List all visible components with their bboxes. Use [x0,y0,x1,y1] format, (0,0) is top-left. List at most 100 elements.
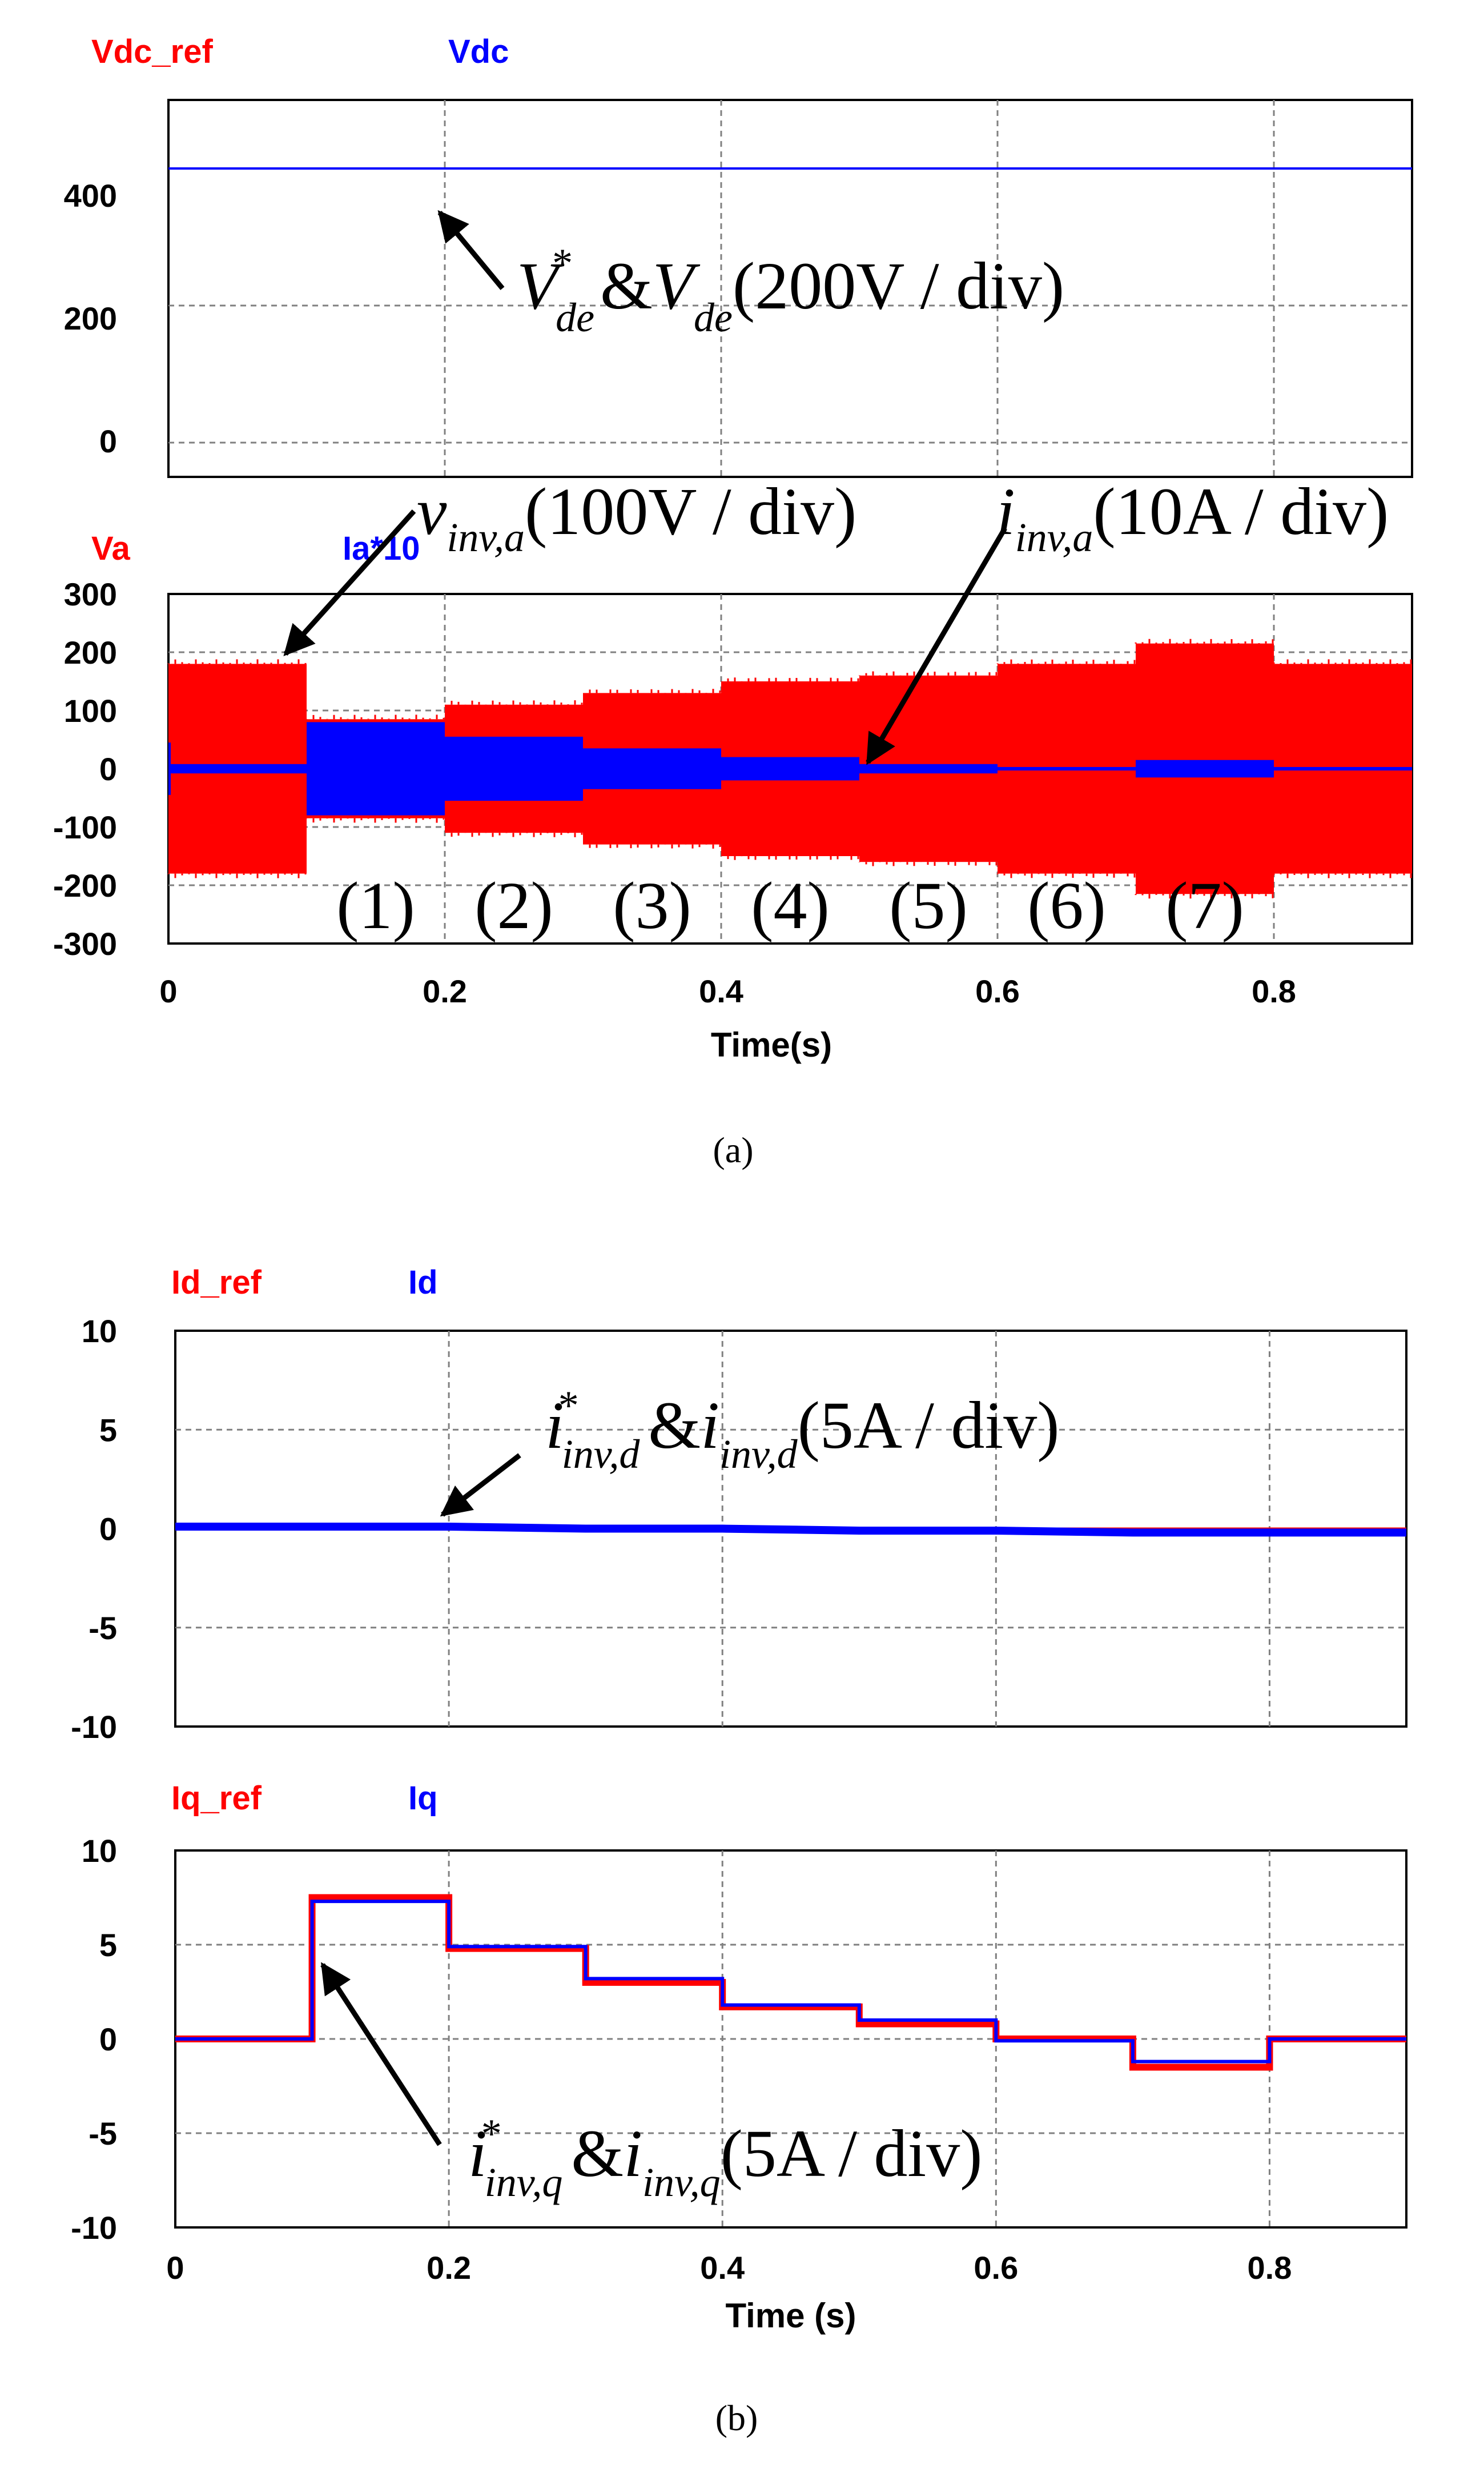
annot-sup: * [558,1383,579,1428]
xtick-label: 0.6 [975,973,1020,1009]
segment-labels: (1) (2) (3) (4) (5) (6) (7) [336,868,1244,943]
ytick-label: 10 [82,1833,117,1869]
annot-scale: (5A / div) [798,1388,1060,1463]
annotation-arrow [320,1962,442,2146]
ytick-label: -5 [89,1610,117,1646]
annot-amp: & [600,248,653,323]
va-envelope-edge [167,659,307,878]
ytick-label: 0 [99,751,117,787]
xtick-label: 0 [159,973,177,1009]
xtick-label: 0.2 [427,2250,471,2286]
annot-main2: V [653,248,701,323]
va-envelope-edge [996,659,1136,878]
ytick-label: 0 [99,1511,117,1547]
x-axis-label: Time(s) [711,1026,832,1064]
y-ticks: 300 200 100 0 -100 -200 -300 [53,576,117,962]
series-line-id [175,1523,1406,1537]
xtick-label: 0.8 [1252,973,1296,1009]
annotation-arrow [440,1453,521,1517]
ytick-label: 0 [99,2021,117,2057]
ytick-label: -100 [53,809,117,845]
x-ticks: 0 0.2 0.4 0.6 0.8 [166,2250,1292,2286]
annot-scale: (5A / div) [721,2116,983,2191]
va-envelope-edge [589,689,721,849]
caption-a: (a) [713,1130,753,1170]
annot-sub: inv,a [447,515,525,560]
caption-b: (b) [715,2398,758,2438]
plot-frame [174,1849,1407,2229]
annot-amp: & [571,2116,624,2191]
va-envelope-edge [305,714,445,823]
xtick-label: 0.4 [699,973,743,1009]
annotation-arrow [437,210,505,290]
ytick-label: 0 [99,423,117,459]
ytick-label: -10 [71,2210,117,2246]
annot-sub2: inv,d [719,1431,798,1477]
va-envelope-edge [1135,639,1274,899]
plot-frame [167,99,1413,478]
ytick-label: 5 [99,1927,117,1963]
va-envelope-edge [444,700,583,837]
ytick-label: 400 [64,178,117,214]
ytick-label: 200 [64,635,117,671]
legend-vdc: Vdc [448,33,509,70]
panel-b-bottom: Iq_ref Iq 10 5 0 -5 -10 0 0.2 0.4 0.6 0.8 Time (… [71,1780,1407,2335]
segment-label: (2) [474,868,553,943]
series-line-iq [175,1900,1406,2063]
annot-sub: inv,a [1015,515,1093,560]
legend-iq-ref: Iq_ref [171,1780,262,1817]
segment-label: (7) [1165,868,1244,943]
annotation-arrow [866,527,1007,765]
xtick-label: 0.4 [700,2250,745,2286]
annot-main: i [545,1388,564,1463]
segment-label: (4) [751,868,830,943]
annot-sub2: de [694,295,733,340]
annotation-iinv: iinv,a(10A / div) [996,474,1389,560]
ytick-label: 300 [64,576,117,612]
y-ticks: 10 5 0 -5 -10 [71,1833,117,2246]
segment-label: (1) [336,868,415,943]
annot-main: i [468,2116,487,2191]
annot-main2: i [624,2116,642,2191]
ytick-label: -200 [53,868,117,904]
grid [168,100,1412,477]
annot-sub2: inv,q [642,2159,721,2205]
legend-vdc-ref: Vdc_ref [91,33,213,70]
annot-main: v [417,474,447,549]
annot-scale: (100V / div) [525,474,856,549]
va-envelope-edge [1273,659,1412,878]
annot-main: i [996,474,1015,549]
legend-va: Va [91,530,130,567]
annotation-arrow [283,509,416,657]
series-line-iq-ref [175,1894,1406,2071]
segment-label: (5) [889,868,968,943]
y-ticks: 10 5 0 -5 -10 [71,1313,117,1745]
segment-label: (3) [613,868,691,943]
ytick-label: -5 [89,2115,117,2151]
ytick-label: 10 [82,1313,117,1349]
series-group [175,1894,1406,2071]
annot-amp: & [648,1388,701,1463]
annot-sup: * [481,2111,502,2157]
xtick-label: 0.8 [1248,2250,1292,2286]
annotation-id: i* inv,d &iinv,d(5A / div) [545,1383,1060,1477]
x-ticks: 0 0.2 0.4 0.6 0.8 [159,973,1296,1009]
series-group [167,639,1412,899]
annotation-vdc: V* de&Vde(200V / div) [517,240,1064,340]
annot-sub: inv,q [485,2159,563,2205]
annot-main2: i [701,1388,719,1463]
xtick-label: 0 [166,2250,184,2286]
xtick-label: 0.2 [423,973,467,1009]
xtick-label: 0.6 [974,2250,1018,2286]
ytick-label: -10 [71,1709,117,1745]
va-envelope-edge [720,677,859,860]
annotation-iq: i* inv,q &iinv,q(5A / div) [468,2111,983,2205]
series-group [175,1523,1406,1537]
x-axis-label: Time (s) [726,2297,856,2335]
annot-sub: inv,d [562,1431,641,1477]
ytick-label: 100 [64,693,117,729]
annotation-vinv: vinv,a(100V / div) [417,474,856,560]
